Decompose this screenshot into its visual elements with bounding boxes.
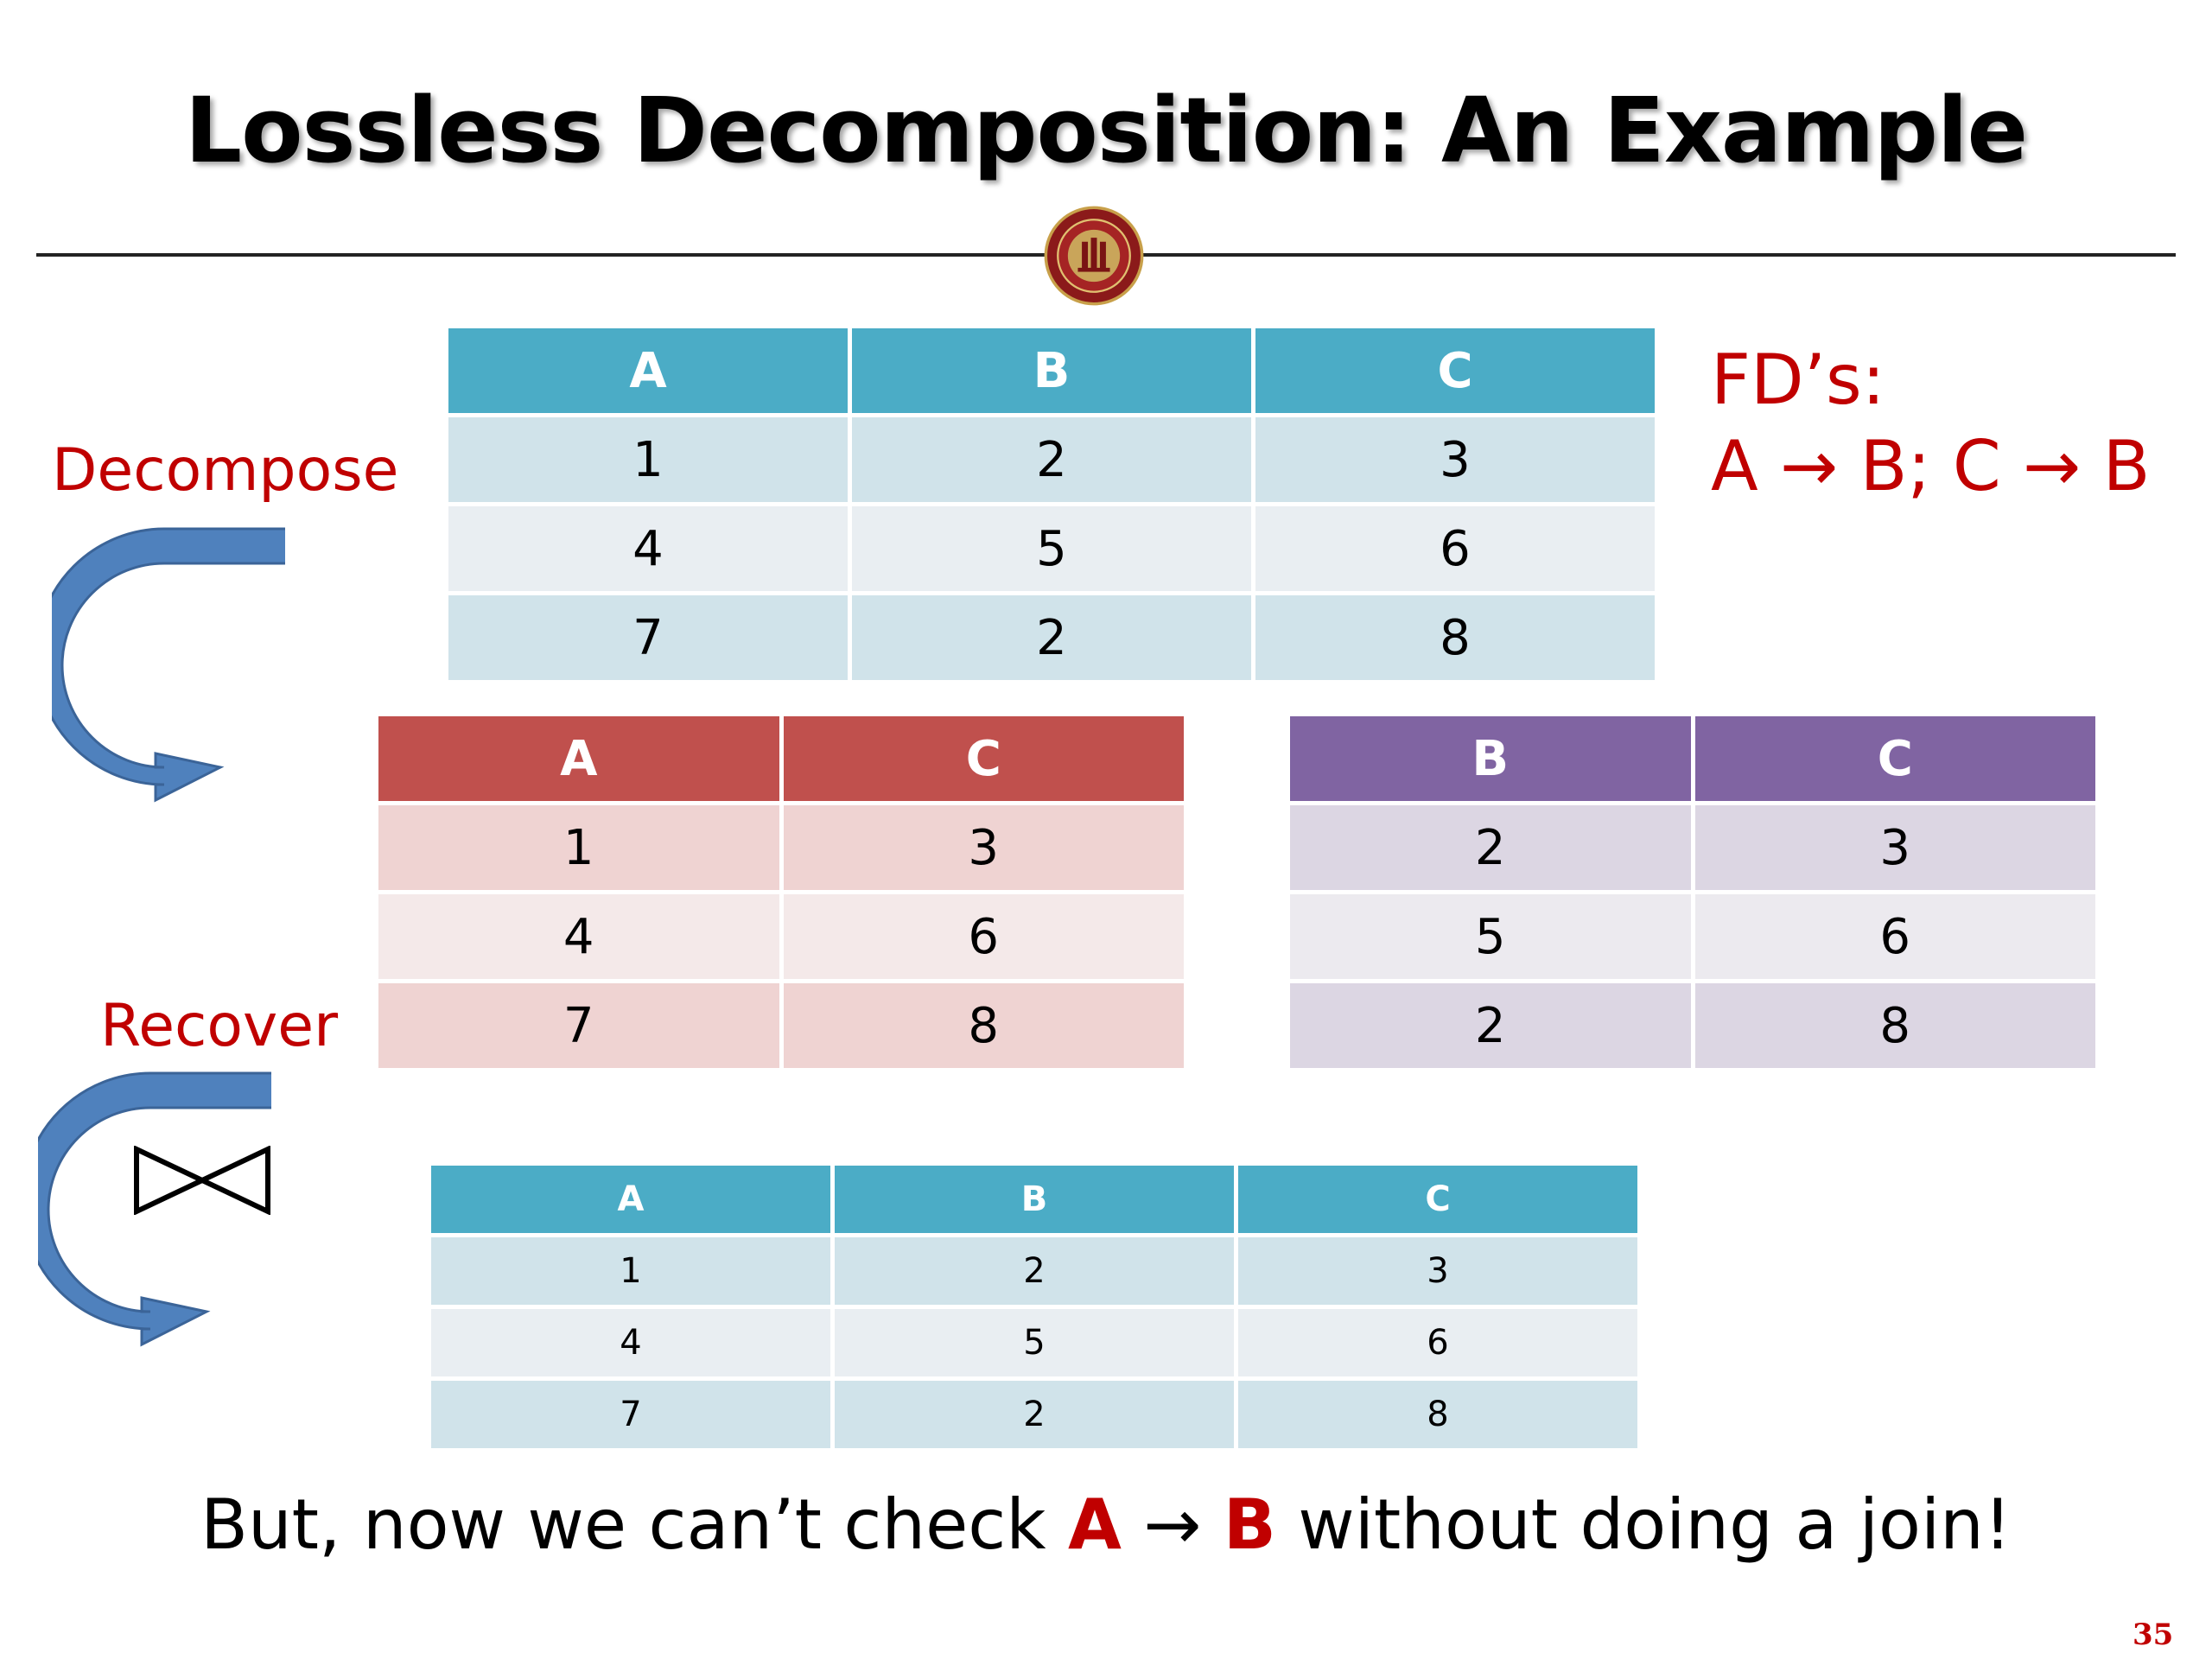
table-header-row: B C — [1290, 716, 2095, 801]
decompose-arrow-icon — [52, 527, 285, 803]
table-cell: 2 — [1290, 805, 1691, 890]
table-row: 4 6 — [378, 894, 1184, 979]
table-cell: 6 — [783, 894, 1184, 979]
table-cell: 6 — [1255, 506, 1655, 591]
recover-label: Recover — [100, 992, 339, 1060]
table-row: 5 6 — [1290, 894, 2095, 979]
table-cell: 4 — [378, 894, 779, 979]
table-cell: 8 — [783, 983, 1184, 1068]
table-cell: 3 — [1255, 417, 1655, 502]
bottom-text-arrow: → — [1121, 1484, 1224, 1565]
table-cell: 2 — [1290, 983, 1691, 1068]
table-cell: 5 — [1290, 894, 1691, 979]
table-row: 1 3 — [378, 805, 1184, 890]
table-header-row: A B C — [448, 328, 1655, 413]
column-header: A — [431, 1166, 830, 1233]
table-header-row: A B C — [431, 1166, 1637, 1233]
bottom-statement: But, now we can’t check A → B without do… — [0, 1484, 2212, 1565]
table-cell: 3 — [783, 805, 1184, 890]
table-row: 7 8 — [378, 983, 1184, 1068]
bottom-text-after: without doing a join! — [1275, 1484, 2012, 1565]
bottom-text-rhs: B — [1223, 1484, 1276, 1565]
table-cell: 6 — [1694, 894, 2095, 979]
table-cell: 2 — [835, 1237, 1234, 1305]
table-cell: 3 — [1694, 805, 2095, 890]
table-row: 2 8 — [1290, 983, 2095, 1068]
university-seal-icon — [1044, 206, 1144, 306]
table-cell: 1 — [378, 805, 779, 890]
table-cell: 4 — [431, 1309, 830, 1376]
bottom-text-lhs: A — [1068, 1484, 1122, 1565]
table-cell: 8 — [1255, 595, 1655, 680]
column-header: A — [378, 716, 779, 801]
table-cell: 7 — [431, 1381, 830, 1448]
column-header: C — [783, 716, 1184, 801]
column-header: A — [448, 328, 848, 413]
column-header: B — [835, 1166, 1234, 1233]
table-cell: 4 — [448, 506, 848, 591]
natural-join-icon — [134, 1146, 270, 1215]
table-header-row: A C — [378, 716, 1184, 801]
bc-relation-table: B C 2 3 5 6 2 8 — [1286, 712, 2100, 1072]
decompose-label: Decompose — [52, 436, 399, 505]
ac-relation-table: A C 1 3 4 6 7 8 — [374, 712, 1188, 1072]
table-cell: 1 — [431, 1237, 830, 1305]
column-header: C — [1238, 1166, 1637, 1233]
recover-arrow-icon — [38, 1071, 271, 1347]
table-row: 7 2 8 — [448, 595, 1655, 680]
original-relation-table: A B C 1 2 3 4 5 6 7 2 8 — [444, 324, 1659, 684]
column-header: B — [1290, 716, 1691, 801]
table-cell: 3 — [1238, 1237, 1637, 1305]
column-header: C — [1255, 328, 1655, 413]
column-header: C — [1694, 716, 2095, 801]
table-cell: 8 — [1694, 983, 2095, 1068]
table-row: 1 2 3 — [431, 1237, 1637, 1305]
table-cell: 5 — [852, 506, 1251, 591]
table-cell: 2 — [852, 417, 1251, 502]
table-cell: 1 — [448, 417, 848, 502]
page-number: 35 — [2133, 1618, 2174, 1652]
table-row: 7 2 8 — [431, 1381, 1637, 1448]
fd-rule: A → B; C → B — [1711, 426, 2151, 506]
table-row: 4 5 6 — [448, 506, 1655, 591]
recovered-relation-table: A B C 1 2 3 4 5 6 7 2 8 — [427, 1161, 1642, 1452]
table-cell: 2 — [835, 1381, 1234, 1448]
table-cell: 7 — [378, 983, 779, 1068]
table-cell: 7 — [448, 595, 848, 680]
fd-label: FD’s: — [1711, 340, 1885, 420]
column-header: B — [852, 328, 1251, 413]
bottom-text-before: But, now we can’t check — [200, 1484, 1069, 1565]
table-row: 2 3 — [1290, 805, 2095, 890]
table-cell: 2 — [852, 595, 1251, 680]
table-cell: 8 — [1238, 1381, 1637, 1448]
slide-title: Lossless Decomposition: An Example — [184, 78, 2028, 183]
table-row: 1 2 3 — [448, 417, 1655, 502]
table-cell: 6 — [1238, 1309, 1637, 1376]
table-row: 4 5 6 — [431, 1309, 1637, 1376]
table-cell: 5 — [835, 1309, 1234, 1376]
